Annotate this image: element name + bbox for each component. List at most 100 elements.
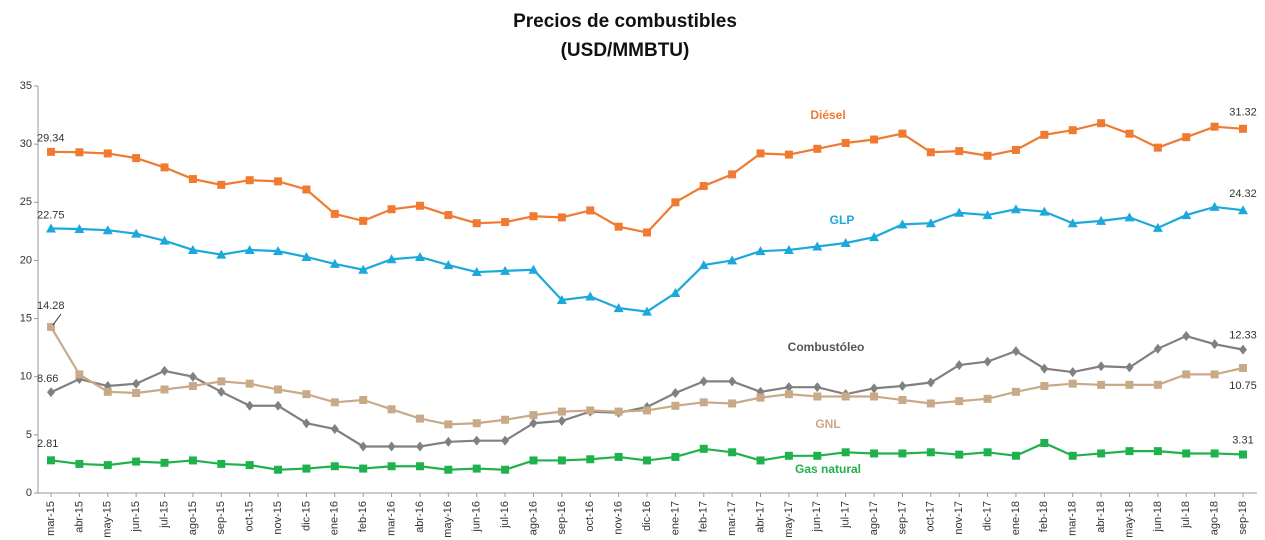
x-tick-label: jun-18 [1152,501,1164,533]
series-line [50,334,1244,448]
y-tick-label: 5 [26,429,32,441]
x-tick-label: oct-16 [584,501,596,532]
point [812,241,823,251]
point [387,441,396,452]
point [245,400,254,411]
x-tick-label: feb-18 [1038,501,1050,532]
point [840,237,851,247]
point [329,258,340,268]
point [756,149,765,158]
point [756,393,765,402]
point [925,218,936,228]
point [728,170,737,179]
point [1068,379,1077,388]
point [813,382,822,393]
point [245,176,254,185]
point [132,154,141,163]
point [898,381,907,392]
point [103,461,112,470]
point [302,185,311,194]
point [414,251,425,261]
point [556,294,567,304]
point [955,450,964,459]
point [443,260,454,270]
y-tick-label: 20 [20,254,32,266]
point [471,267,482,277]
x-tick-label: feb-16 [357,501,369,532]
point [1153,343,1162,354]
point [870,392,879,401]
point [699,376,708,387]
point [1097,361,1106,372]
point [671,401,680,410]
point [1153,447,1162,456]
point [501,435,510,446]
point [1097,449,1106,458]
point [983,356,992,367]
x-tick-label: sep-15 [215,501,227,535]
x-tick-label: may-15 [102,501,114,538]
point [699,182,708,191]
point [1011,451,1020,460]
point [387,462,396,471]
data-label: 14.28 [37,300,65,312]
point [926,148,935,157]
point [302,390,311,399]
point [955,397,964,406]
point [1210,370,1219,379]
point [1239,450,1247,459]
point [274,465,283,474]
point [444,211,453,220]
point [813,392,822,401]
point [870,383,879,394]
point [586,455,595,464]
point [444,420,453,429]
point [557,213,566,222]
point [217,377,226,386]
x-tick-label: sep-17 [896,501,908,535]
x-tick-label: jun-16 [471,501,483,533]
y-tick-label: 15 [20,312,32,324]
x-tick-label: oct-17 [925,501,937,532]
point [472,435,481,446]
point [387,405,396,414]
series-line [50,205,1244,313]
point [841,392,850,401]
point [103,387,112,396]
point [330,398,339,407]
data-label: 12.33 [1229,330,1257,342]
point [926,377,935,388]
x-tick-label: nov-16 [613,501,625,535]
point [728,399,737,408]
point [898,129,907,138]
point [1210,122,1219,131]
point [1067,218,1078,228]
point [472,419,481,428]
point [557,456,566,465]
point [784,390,793,399]
point [670,287,681,297]
point [1238,205,1248,215]
point [217,180,226,189]
point [1011,387,1020,396]
point [501,415,510,424]
point [954,207,965,217]
point [188,456,197,465]
point [698,260,709,270]
point [784,150,793,159]
point [274,385,283,394]
x-tick-label: may-18 [1123,501,1135,538]
point [1040,130,1049,139]
point [415,414,424,423]
y-tick-label: 30 [20,138,32,150]
point [528,264,539,274]
y-tick-label: 0 [26,487,32,499]
point [755,246,766,256]
chart-subtitle: (USD/MMBTU) [561,40,690,61]
point [813,451,822,460]
point [898,395,907,404]
point [897,219,908,229]
point [1097,380,1106,389]
point [47,387,55,398]
x-tick-label: abr-17 [754,501,766,533]
